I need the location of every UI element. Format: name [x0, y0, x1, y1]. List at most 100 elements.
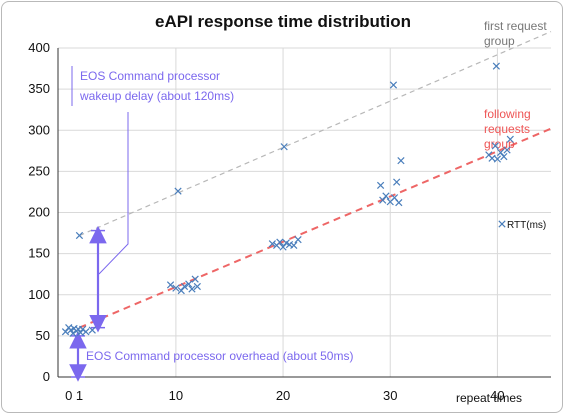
- data-point: [88, 326, 96, 334]
- data-point-stroke: [193, 282, 201, 291]
- data-point-stroke: [172, 284, 180, 292]
- data-point-stroke: [180, 282, 189, 291]
- data-point: [61, 328, 70, 336]
- wakeup-leader: [98, 112, 129, 275]
- x-tick-label: 10: [169, 388, 183, 403]
- data-point-stroke: [76, 328, 85, 337]
- data-point-stroke: [88, 326, 96, 334]
- data-point-stroke: [75, 231, 84, 240]
- x-tick-label: 1: [76, 388, 83, 403]
- data-point: [193, 282, 201, 291]
- y-tick-label: 300: [28, 122, 50, 137]
- overhead-annotation: EOS Command processor overhead (about 50…: [86, 349, 353, 363]
- data-point-stroke: [497, 148, 505, 157]
- data-point-stroke: [166, 281, 175, 289]
- x-tick-label: 40: [490, 388, 504, 403]
- chart-title: eAPI response time distribution: [155, 12, 411, 31]
- trendline-following-requests: [79, 127, 552, 329]
- data-point-stroke: [191, 275, 199, 283]
- data-point-stroke: [503, 146, 511, 154]
- wakeup-annotation-line2: wakeup delay (about 120ms): [79, 89, 234, 103]
- grid-lines: [58, 47, 551, 377]
- data-point-stroke: [279, 243, 287, 251]
- data-points: [61, 62, 514, 338]
- data-point: [166, 281, 175, 289]
- data-point: [382, 192, 390, 200]
- data-point: [500, 152, 508, 161]
- data-point: [279, 243, 287, 251]
- data-point-stroke: [493, 155, 502, 163]
- data-point-stroke: [393, 178, 401, 186]
- y-tick-label: 200: [28, 205, 50, 220]
- data-point: [506, 135, 514, 143]
- data-point: [75, 231, 84, 240]
- data-point: [191, 275, 199, 283]
- following-label-line1: following: [484, 107, 531, 121]
- y-tick-label: 350: [28, 81, 50, 96]
- y-tick-label: 100: [28, 287, 50, 302]
- data-point-stroke: [390, 194, 399, 202]
- following-label-line2: requests: [484, 122, 530, 136]
- y-tick-label: 150: [28, 246, 50, 261]
- y-tick-label: 0: [43, 369, 50, 384]
- data-point-stroke: [389, 81, 398, 89]
- data-point-stroke: [397, 157, 405, 165]
- data-point: [185, 280, 193, 288]
- data-point: [379, 196, 387, 204]
- data-point-stroke: [280, 143, 288, 151]
- data-point-stroke: [61, 328, 70, 336]
- data-point: [174, 187, 182, 195]
- data-point: [493, 155, 502, 163]
- data-point-stroke: [276, 238, 284, 246]
- x-tick-label: 20: [276, 388, 290, 403]
- first-request-label-line1: first request: [484, 19, 547, 33]
- data-point-stroke: [290, 241, 298, 250]
- annotations: EOS Command processor wakeup delay (about…: [69, 19, 547, 382]
- data-point: [376, 181, 385, 189]
- data-point-stroke: [282, 239, 290, 247]
- data-point-stroke: [491, 142, 499, 150]
- data-point-stroke: [376, 181, 385, 189]
- data-point: [294, 236, 302, 244]
- x-axis-label: repeat times: [456, 391, 522, 405]
- legend-label: RTT(ms): [507, 220, 546, 231]
- y-tick-label: 50: [36, 328, 50, 343]
- data-point-stroke: [492, 62, 500, 70]
- legend: RTT(ms): [498, 220, 546, 231]
- data-point: [492, 62, 500, 70]
- data-point: [280, 143, 288, 151]
- data-point: [393, 178, 401, 186]
- data-point: [389, 81, 398, 89]
- data-point-stroke: [268, 240, 276, 248]
- data-point-stroke: [82, 328, 90, 336]
- data-point-stroke: [177, 287, 185, 295]
- data-point-stroke: [382, 192, 390, 200]
- data-point-stroke: [485, 151, 493, 159]
- data-point: [491, 142, 499, 150]
- data-point: [268, 240, 276, 248]
- following-label-line3: group: [484, 137, 515, 151]
- data-point: [290, 241, 298, 250]
- data-point-stroke: [506, 135, 514, 143]
- data-point: [188, 285, 196, 293]
- legend-marker: [498, 220, 506, 228]
- trendlines: [79, 30, 552, 329]
- data-point-stroke: [294, 236, 302, 244]
- data-point: [397, 157, 405, 165]
- first-request-label-line2: group: [484, 34, 515, 48]
- data-point: [503, 146, 511, 154]
- x-tick-label: 30: [383, 388, 397, 403]
- data-point: [177, 287, 185, 295]
- trendline-first-request: [79, 30, 552, 237]
- data-point-stroke: [500, 152, 508, 161]
- y-tick-label: 250: [28, 163, 50, 178]
- data-point-stroke: [185, 280, 193, 288]
- data-point-stroke: [379, 196, 387, 204]
- data-point: [276, 238, 284, 246]
- wakeup-annotation-line1: EOS Command processor: [80, 69, 220, 83]
- data-point: [82, 328, 90, 336]
- data-point: [497, 148, 505, 157]
- data-point: [395, 199, 403, 207]
